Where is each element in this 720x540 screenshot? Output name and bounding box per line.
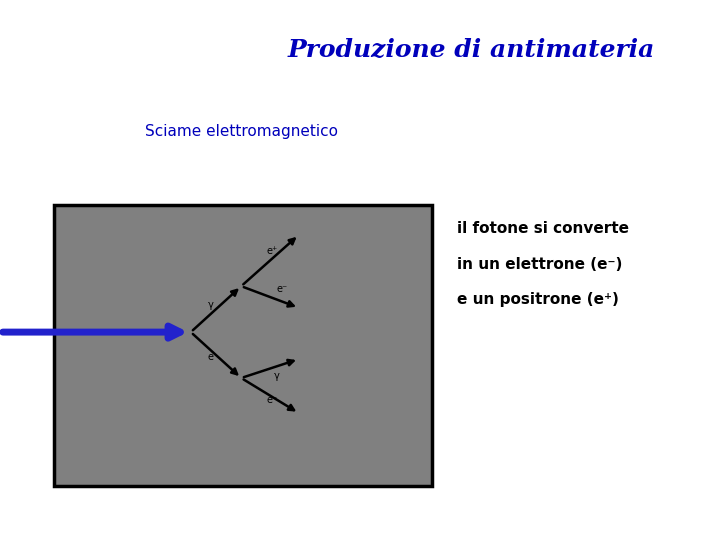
Text: Produzione di antimateria: Produzione di antimateria — [288, 38, 655, 62]
Text: il fotone si converte: il fotone si converte — [457, 221, 629, 237]
Text: Sciame elettromagnetico: Sciame elettromagnetico — [145, 124, 338, 139]
Text: γ: γ — [208, 300, 214, 310]
Text: e⁺: e⁺ — [266, 246, 278, 256]
Text: e un positrone (e⁺): e un positrone (e⁺) — [457, 292, 619, 307]
Text: in un elettrone (e⁻): in un elettrone (e⁻) — [457, 256, 623, 272]
Text: e⁻: e⁻ — [266, 395, 278, 404]
Text: γ: γ — [274, 371, 279, 381]
Bar — [54, 205, 432, 486]
Text: e: e — [208, 353, 214, 362]
Text: e⁻: e⁻ — [276, 285, 288, 294]
